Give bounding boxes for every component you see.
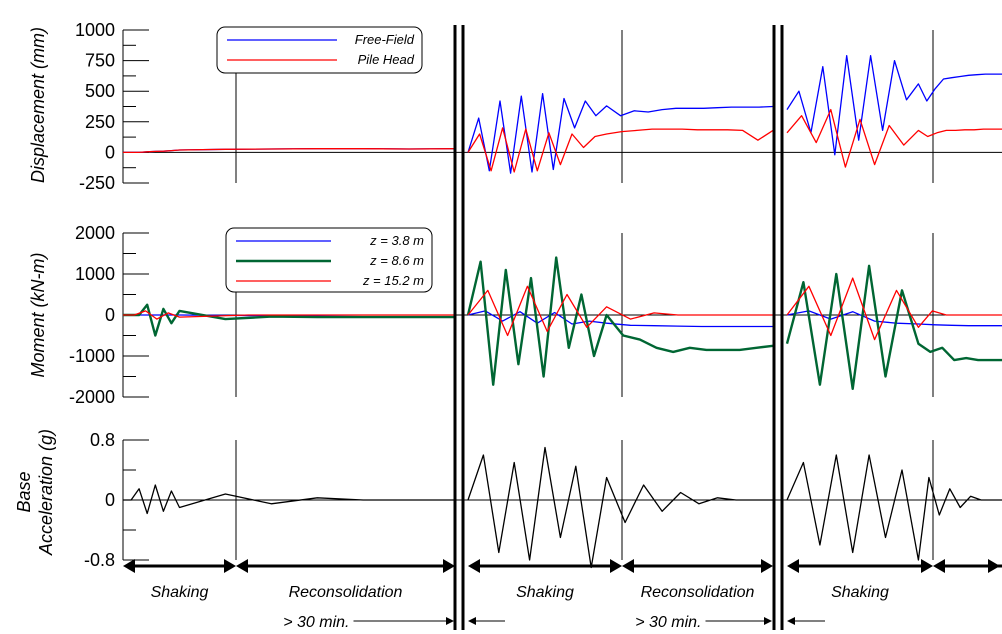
legend: z = 3.8 m z = 8.6 m z = 15.2 m — [225, 227, 433, 293]
phase-label: Reconsolidation — [641, 584, 755, 601]
legend-label: z = 8.6 m — [369, 253, 424, 268]
phase-label: Shaking — [151, 584, 209, 601]
series-line — [123, 310, 455, 320]
arrow-head-right — [443, 559, 455, 573]
series-line — [123, 303, 455, 337]
duration-arrow-head — [764, 617, 772, 625]
series-line — [467, 446, 773, 569]
y-tick-label: 0 — [105, 305, 115, 325]
y-axis-label: Base Acceleration (g) — [14, 429, 56, 556]
arrow-head-right — [224, 559, 236, 573]
legend-label: Free-Field — [355, 32, 415, 47]
series-line — [786, 108, 1002, 168]
y-tick-label: 2000 — [75, 223, 115, 243]
phase-annotation: Shaking — [468, 559, 622, 601]
series-line — [123, 148, 456, 154]
arrow-head-right — [988, 559, 1000, 573]
series-line — [467, 127, 774, 173]
phase-label: Shaking — [516, 584, 574, 601]
y-tick-label: 500 — [85, 81, 115, 101]
y-tick-label: -250 — [79, 173, 115, 193]
duration-note: > 30 min. — [283, 614, 349, 631]
y-tick-label: -1000 — [69, 346, 115, 366]
legend: Free-Field Pile Head — [216, 26, 423, 74]
phase-label: Shaking — [831, 584, 889, 601]
y-tick-label: -2000 — [69, 387, 115, 407]
y-tick-label: 0.8 — [90, 430, 115, 450]
panel-1: 1000 750 500 250 0 -250 Displacement (mm) — [28, 20, 1002, 193]
legend-box — [216, 26, 423, 74]
arrow-head-left — [236, 559, 248, 573]
legend-label: Pile Head — [358, 52, 415, 67]
y-tick-label: 1000 — [75, 20, 115, 40]
arrow-head-right — [761, 559, 773, 573]
y-tick-label: 1000 — [75, 264, 115, 284]
panel-2: 2000 1000 0 -1000 -2000 Moment (kN-m) — [28, 223, 1002, 407]
arrow-head-right — [610, 559, 622, 573]
y-tick-label: 0 — [105, 142, 115, 162]
y-axis-label: Moment (kN-m) — [28, 253, 48, 378]
series-line — [786, 310, 1002, 327]
y-axis-label-line: Base — [14, 471, 34, 512]
y-tick-label: -0.8 — [84, 550, 115, 570]
arrow-head-left — [622, 559, 634, 573]
y-axis-label-line: Acceleration (g) — [36, 429, 56, 556]
series-line — [786, 277, 1002, 341]
phase-annotation: Shaking — [123, 559, 236, 601]
arrow-head-left — [787, 559, 799, 573]
arrow-head-right — [921, 559, 933, 573]
y-tick-label: 750 — [85, 51, 115, 71]
y-axis-label: Displacement (mm) — [28, 27, 48, 183]
phase-label: Reconsolidation — [289, 584, 403, 601]
series-line — [786, 55, 1002, 156]
phase-annotation: Reconsolidation > 30 min. — [622, 559, 773, 631]
series-line — [786, 454, 1002, 561]
duration-end-arrow-head — [468, 617, 476, 625]
arrow-head-left — [933, 559, 945, 573]
legend-label: z = 3.8 m — [369, 233, 424, 248]
duration-note: > 30 min. — [635, 614, 701, 631]
series-line — [466, 256, 774, 386]
phase-annotation: Shaking — [787, 559, 933, 601]
panel-3: 0.8 0 -0.8 Base Acceleration (g) — [14, 429, 1002, 570]
series-line — [785, 264, 1002, 390]
arrow-head-left — [468, 559, 480, 573]
arrow-head-left — [123, 559, 135, 573]
y-tick-label: 250 — [85, 112, 115, 132]
phase-annotation — [933, 559, 1002, 573]
duration-arrow-head — [446, 617, 454, 625]
duration-end-arrow-head — [787, 617, 795, 625]
y-tick-label: 0 — [105, 490, 115, 510]
series-line — [467, 92, 774, 174]
series-line — [123, 484, 455, 515]
series-line — [467, 285, 773, 337]
phase-annotation: Reconsolidation > 30 min. — [236, 559, 455, 631]
legend-label: z = 15.2 m — [362, 273, 424, 288]
